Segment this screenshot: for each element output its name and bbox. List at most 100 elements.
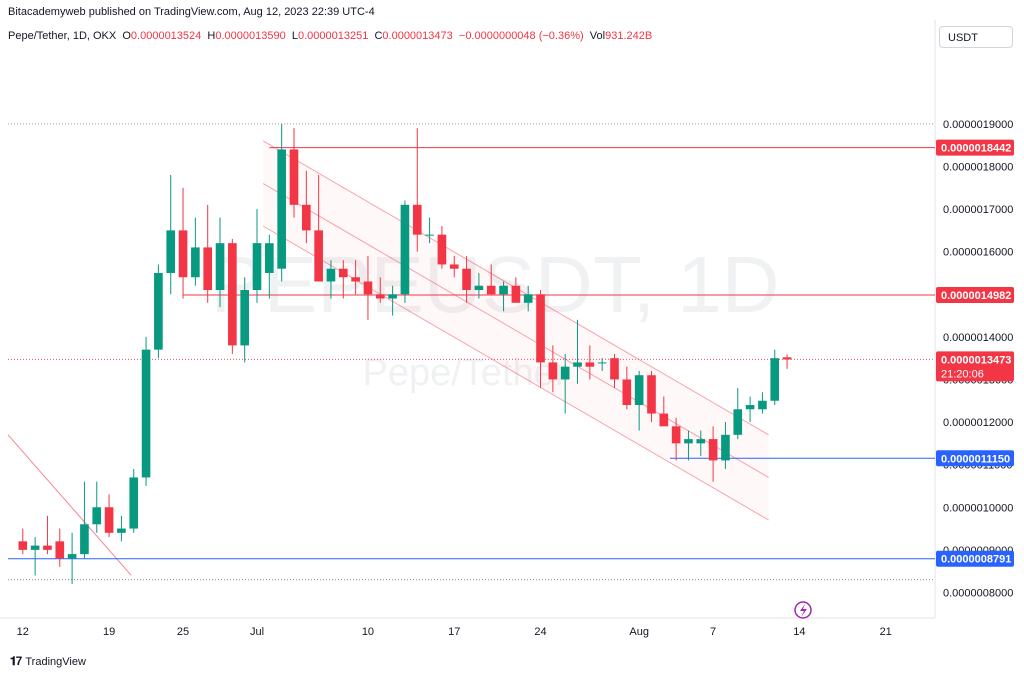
candle [363,255,373,320]
tradingview-logo[interactable]: 𝟏7 TradingView [10,654,86,669]
currency-button[interactable]: USDT [939,26,1013,48]
candle [265,234,274,299]
close-value: 0.0000013473 [382,30,453,42]
lightning-icon[interactable] [794,601,812,619]
candle [351,260,360,295]
last-price-label: 0.0000013473 [941,354,1011,366]
grid [0,20,936,619]
candle-body [523,294,533,303]
y-tick-label: 0.0000018000 [943,161,1013,173]
candle-body [129,477,139,529]
candle-body [511,285,521,303]
candle [462,255,471,303]
candle-body [400,204,410,295]
candle-body [721,434,730,461]
price-tag-label: 0.0000018442 [941,143,1011,155]
candle-body [277,149,286,269]
candle-body [770,358,780,401]
candle-body [671,426,681,444]
x-tick-label: Aug [629,626,649,638]
x-tick-label: 12 [17,626,29,638]
candle [671,417,681,461]
candle-body [659,413,669,427]
candle [548,345,558,393]
candle [166,175,176,295]
x-tick-label: Jul [250,626,264,638]
candle-body [178,230,188,278]
x-tick-label: 19 [103,626,115,638]
candle [67,532,77,584]
candle-body [203,247,213,291]
candle [425,217,434,244]
candle-body [351,277,360,282]
candle-body [67,554,77,559]
footer-brand: TradingView [25,655,86,668]
candle-body [585,362,595,367]
change-value: −0.0000000048 (−0.36%) [458,30,584,42]
candle [80,481,89,559]
candle [782,354,792,369]
candle-body [215,243,225,291]
candle-body [302,204,311,231]
watermark-ticker: PEPEUSDT, 1D [210,240,779,329]
x-tick-label: 17 [448,626,460,638]
candle [43,515,52,555]
candle [474,272,484,299]
price-axis[interactable]: 0.00000080000.00000090000.00000100000.00… [936,119,1014,600]
candle [240,277,249,363]
candle-body [486,285,496,295]
candle-body [733,409,743,435]
candle [277,123,286,282]
candle [191,217,200,286]
y-tick-label: 0.0000016000 [943,247,1013,259]
candle [449,255,459,278]
publish-info: Bitacademyweb published on TradingView.c… [8,6,375,18]
candle [745,396,755,423]
open-value: 0.0000013524 [130,30,202,42]
candle [684,430,693,461]
candle [252,209,262,303]
candle-body [314,230,323,282]
price-tag-bg [936,139,1014,156]
candle [388,285,397,316]
vol-value: 931.242B [605,30,653,42]
candle [733,387,743,440]
candle [203,204,213,303]
candle-body [536,294,545,363]
candle-body [375,294,385,299]
candle-body [92,507,102,525]
vol-label: Vol [589,30,606,42]
candle [400,200,410,303]
candle-body [425,234,434,236]
x-tick-label: 25 [177,626,189,638]
symbol-label[interactable]: Pepe/Tether, 1D, OKX [8,30,117,42]
candle-body [55,541,65,559]
candle-body [388,294,397,299]
countdown-label: 21:20:06 [941,368,984,380]
candle [228,238,237,354]
high-value: 0.0000013590 [215,30,286,42]
candle-body [104,507,114,533]
candle [511,277,521,303]
candle-body [782,357,792,360]
candle [437,226,447,269]
time-axis[interactable]: 12 19 25 Jul 10 17 24 Aug 7 14 21 [17,626,892,638]
candle-body [647,375,656,414]
candle [289,128,299,218]
candle [141,336,151,486]
candle [104,494,114,538]
candle [758,392,767,414]
candle [659,396,669,427]
price-tag-label: 0.0000011150 [941,453,1010,465]
candle-body [154,272,163,350]
price-tag-bg [936,287,1014,304]
ohlc-legend: Pepe/Tether, 1D, OKX O0.0000013524 H0.00… [8,30,652,42]
high-label: H [207,30,216,42]
candle [708,426,718,482]
low-value: 0.0000013251 [297,30,369,42]
candle-body [449,264,459,269]
candle-body [708,439,718,461]
candle [610,353,619,388]
x-tick-label: 14 [793,626,805,638]
